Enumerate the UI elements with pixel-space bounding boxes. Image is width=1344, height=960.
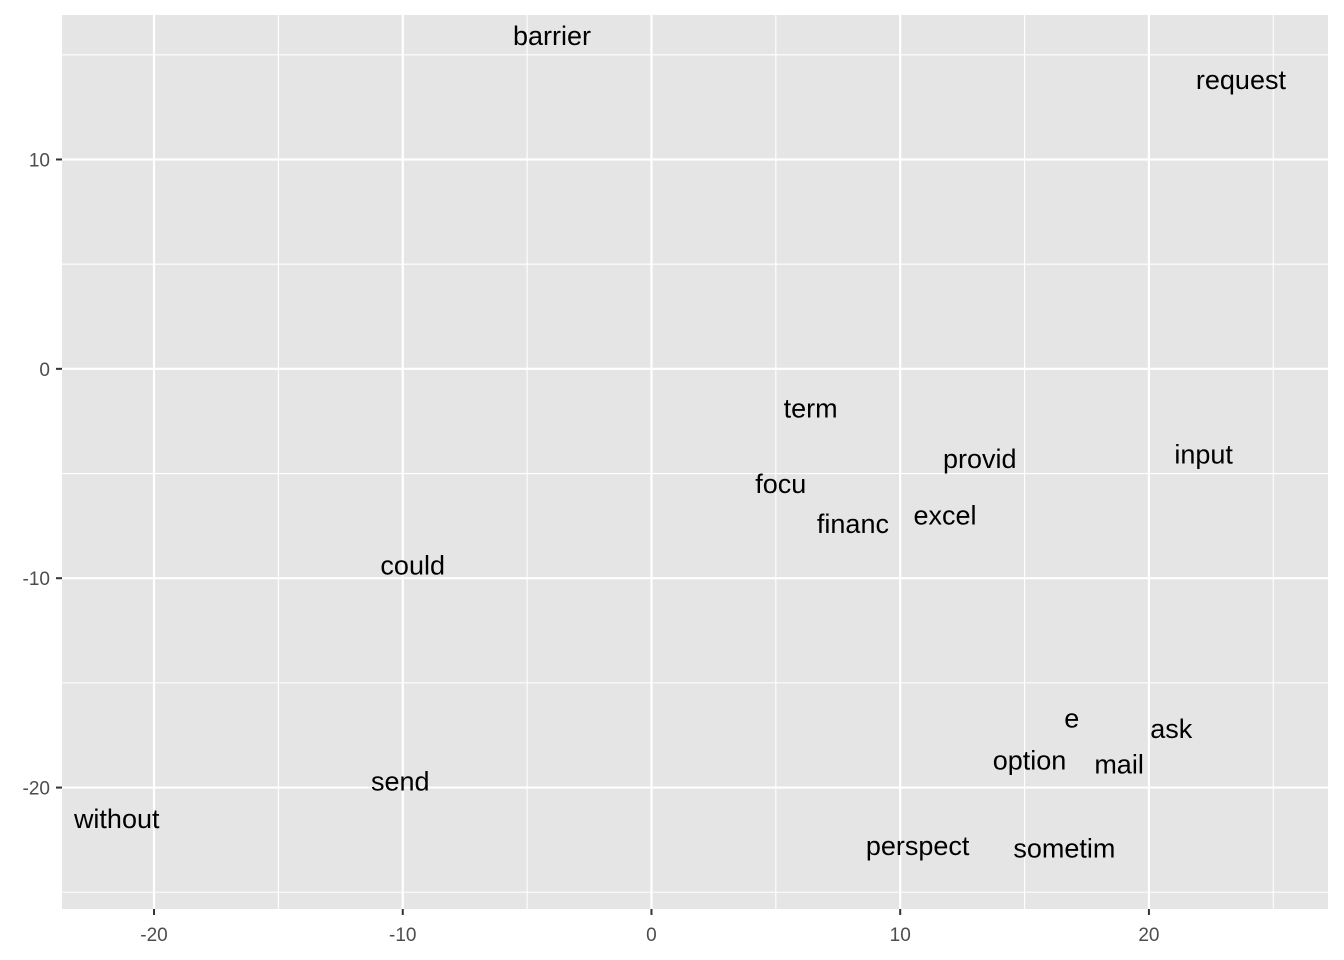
x-tick-label: 10 bbox=[890, 925, 911, 946]
point-label-without: without bbox=[73, 804, 160, 834]
x-tick-label: 20 bbox=[1138, 925, 1159, 946]
point-label-could: could bbox=[380, 551, 445, 581]
x-tick-label: 0 bbox=[646, 925, 657, 946]
y-tick-label: -10 bbox=[23, 569, 50, 590]
point-label-option: option bbox=[993, 745, 1067, 775]
y-tick-label: -20 bbox=[23, 779, 50, 800]
point-label-mail: mail bbox=[1094, 750, 1144, 780]
point-label-excel: excel bbox=[913, 500, 976, 530]
point-label-send: send bbox=[371, 766, 430, 796]
point-label-financ: financ bbox=[817, 509, 889, 539]
point-label-focu: focu bbox=[755, 469, 806, 499]
point-label-term: term bbox=[784, 394, 838, 424]
y-tick-label: 0 bbox=[39, 360, 50, 381]
y-axis: -20 -10 0 10 bbox=[23, 150, 62, 800]
point-label-sometim: sometim bbox=[1013, 833, 1115, 863]
point-label-barrier: barrier bbox=[513, 21, 591, 51]
x-tick-label: -20 bbox=[140, 925, 167, 946]
plot-panel bbox=[62, 15, 1328, 909]
point-label-input: input bbox=[1174, 440, 1233, 470]
point-label-provid: provid bbox=[943, 444, 1017, 474]
y-tick-label: 10 bbox=[29, 150, 50, 171]
x-tick-label: -10 bbox=[389, 925, 416, 946]
point-label-request: request bbox=[1196, 65, 1287, 95]
point-label-e: e bbox=[1064, 703, 1079, 733]
x-axis: -20 -10 0 10 20 bbox=[140, 909, 1159, 946]
minor-gridlines bbox=[62, 15, 1328, 909]
point-label-ask: ask bbox=[1150, 714, 1193, 744]
point-label-perspect: perspect bbox=[866, 831, 970, 861]
major-gridlines bbox=[62, 15, 1328, 909]
